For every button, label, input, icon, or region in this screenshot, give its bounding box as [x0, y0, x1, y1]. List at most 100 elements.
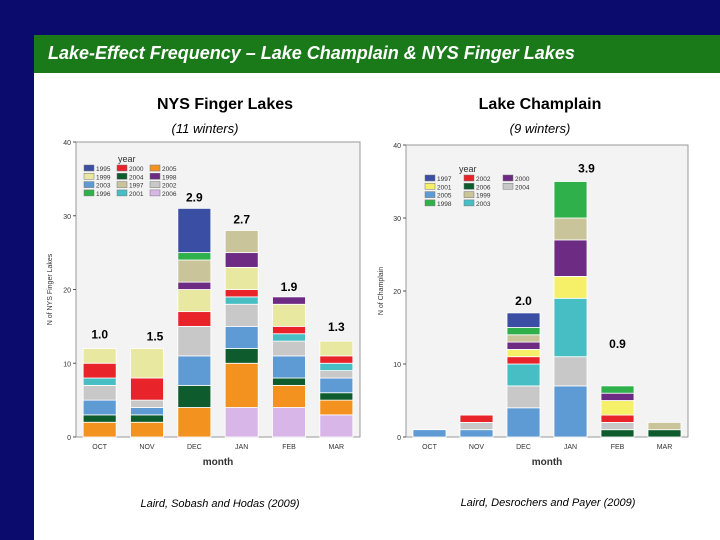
y-tick-label: 30 [63, 214, 71, 221]
legend-label-2005: 2005 [162, 166, 177, 173]
annotation-feb: 1.9 [281, 280, 298, 294]
legend-label-2002: 2002 [476, 176, 491, 183]
annotation-jan: 3.9 [578, 162, 595, 176]
left-frame-bar [0, 35, 34, 540]
y-tick-label: 0 [397, 435, 401, 442]
x-tick-label: NOV [139, 444, 155, 451]
right-citation: Laird, Desrochers and Payer (2009) [460, 497, 636, 509]
legend-label-1997: 1997 [437, 176, 452, 183]
bar-segment-feb-2002 [600, 414, 635, 423]
annotation-jan: 2.7 [233, 213, 250, 227]
legend-swatch-2003 [463, 199, 475, 207]
legend-swatch-1996 [83, 189, 95, 197]
bar-segment-dec-2000 [506, 341, 541, 350]
bar-segment-feb-2004 [600, 421, 635, 431]
legend-label-2002: 2002 [162, 183, 177, 190]
legend-swatch-2005 [149, 164, 161, 172]
bar-segment-dec-2003 [506, 363, 541, 387]
legend-swatch-1997 [424, 174, 436, 182]
legend-label-1999: 1999 [476, 193, 491, 200]
legend-label-1998: 1998 [437, 201, 452, 208]
x-tick-label: FEB [282, 444, 296, 451]
slide-title: Lake-Effect Frequency – Lake Champlain &… [48, 43, 575, 63]
legend-label-2003: 2003 [96, 183, 111, 190]
x-tick-label: JAN [235, 444, 248, 451]
bar-segment-dec-2001 [506, 348, 541, 358]
x-tick-label: NOV [469, 444, 485, 451]
bar-segment-jan-2001 [553, 275, 588, 299]
bar-segment-dec-2004 [506, 385, 541, 409]
bar-segment-jan-1997 [224, 230, 259, 254]
annotation-oct: 1.0 [91, 328, 108, 342]
y-tick-label: 20 [393, 289, 401, 296]
bar-segment-feb-1998 [600, 385, 635, 394]
bar-segment-dec-2002 [177, 325, 212, 357]
y-tick-label: 20 [63, 288, 71, 295]
bar-segment-mar-1999 [319, 340, 354, 357]
legend-swatch-2001 [116, 189, 128, 197]
legend-swatch-2006 [149, 189, 161, 197]
y-axis-label: N of Champlain [378, 267, 385, 315]
annotation-dec: 2.9 [186, 190, 203, 204]
bar-segment-feb-2006 [272, 407, 306, 438]
bar-segment-jan-2005 [553, 385, 588, 438]
bar-segment-oct-2005 [412, 429, 447, 438]
legend-swatch-2003 [83, 181, 95, 188]
legend-swatch-1995 [83, 164, 95, 172]
bar-segment-oct-1999 [82, 348, 117, 364]
legend-swatch-2004 [116, 173, 128, 180]
legend-label-1997: 1997 [129, 183, 144, 190]
bar-segment-jan-1999 [553, 217, 588, 241]
title-bar [34, 35, 720, 73]
legend-swatch-2006 [463, 183, 475, 190]
bar-segment-mar-2006 [647, 429, 682, 438]
x-tick-label: MAR [657, 444, 673, 451]
right-panel-heading: Lake Champlain [478, 96, 602, 113]
legend-label-2001: 2001 [129, 191, 144, 198]
legend-label-1998: 1998 [162, 174, 177, 181]
bar-segment-jan-2003 [553, 297, 588, 358]
x-axis-label: month [532, 457, 563, 468]
y-tick-label: 10 [63, 361, 71, 368]
legend-label-1995: 1995 [96, 166, 111, 173]
legend-label-2004: 2004 [515, 184, 530, 191]
bar-segment-dec-1995 [177, 207, 212, 254]
top-frame-bar [0, 0, 720, 35]
bar-segment-feb-1998 [272, 296, 306, 305]
legend-label-2004: 2004 [129, 174, 144, 181]
legend-swatch-1998 [149, 173, 161, 180]
left-panel-subheading: (11 winters) [171, 121, 239, 136]
bar-segment-jan-2000 [553, 239, 588, 277]
x-tick-label: MAR [329, 444, 345, 451]
x-axis-label: month [203, 457, 234, 468]
bar-segment-dec-2005 [177, 407, 212, 438]
y-tick-label: 30 [393, 216, 401, 223]
legend-swatch-2002 [149, 181, 161, 188]
x-tick-label: JAN [564, 444, 577, 451]
y-tick-label: 10 [393, 362, 401, 369]
legend-title: year [459, 164, 477, 174]
bar-segment-feb-2006 [600, 429, 635, 438]
legend-label-2003: 2003 [476, 201, 491, 208]
annotation-dec: 2.0 [515, 294, 532, 308]
legend-label-1996: 1996 [96, 191, 111, 198]
legend-swatch-2004 [502, 183, 514, 190]
y-axis-label: N of NYS Finger Lakes [47, 253, 54, 325]
legend-label-2000: 2000 [515, 176, 530, 183]
annotation-feb: 0.9 [609, 337, 626, 351]
bar-segment-feb-2000 [600, 392, 635, 401]
legend-label-2000: 2000 [129, 166, 144, 173]
legend-swatch-1999 [463, 191, 475, 198]
legend-swatch-1999 [83, 173, 95, 180]
x-tick-label: DEC [187, 444, 202, 451]
bar-segment-jan-2004 [553, 356, 588, 387]
legend-label-1999: 1999 [96, 174, 111, 181]
legend-title: year [118, 154, 136, 164]
bar-segment-nov-2004 [459, 421, 494, 431]
legend-swatch-1998 [424, 199, 436, 207]
bar-segment-dec-1997 [506, 312, 541, 328]
legend-label-2006: 2006 [162, 191, 177, 198]
bar-segment-feb-2001 [600, 400, 635, 416]
